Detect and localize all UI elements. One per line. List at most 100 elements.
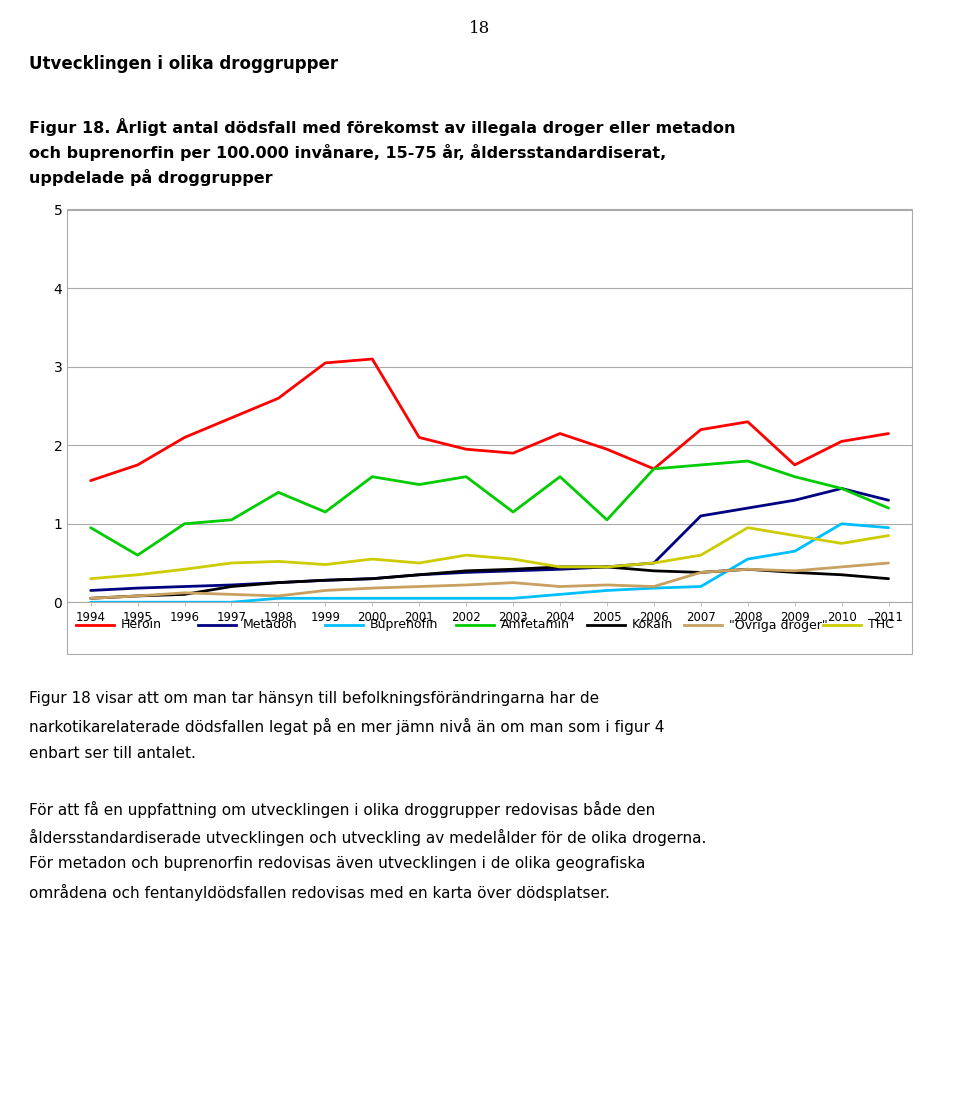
Amfetamin (883, 502, 895, 515)
"Övriga droger" (273, 589, 284, 602)
THC (367, 552, 378, 566)
Line: Amfetamin: Amfetamin (90, 461, 889, 555)
Kokain (273, 576, 284, 589)
Heroin (179, 431, 190, 444)
Amfetamin (367, 470, 378, 483)
Buprenofin (179, 596, 190, 609)
Amfetamin (84, 522, 96, 535)
"Övriga droger" (507, 576, 518, 589)
Text: Heroin: Heroin (120, 619, 161, 631)
Metadon (84, 583, 96, 597)
Metadon (601, 560, 612, 573)
Heroin (507, 446, 518, 460)
Kokain (461, 565, 472, 578)
Metadon (179, 580, 190, 593)
Amfetamin (601, 513, 612, 526)
Kokain (836, 568, 848, 581)
Line: Metadon: Metadon (90, 488, 889, 590)
Text: Buprenofin: Buprenofin (370, 619, 438, 631)
Kokain (554, 560, 565, 573)
Buprenofin (320, 591, 331, 604)
Text: enbart ser till antalet.: enbart ser till antalet. (29, 746, 196, 761)
Buprenofin (84, 596, 96, 609)
Heroin (226, 411, 237, 424)
Kokain (601, 560, 612, 573)
Metadon (883, 494, 895, 507)
THC (461, 548, 472, 561)
Metadon (132, 581, 143, 594)
Buprenofin (695, 580, 707, 593)
"Övriga droger" (789, 565, 801, 578)
Text: Figur 18. Årligt antal dödsfall med förekomst av illegala droger eller metadon: Figur 18. Årligt antal dödsfall med före… (29, 118, 735, 136)
Metadon (742, 502, 754, 515)
"Övriga droger" (320, 583, 331, 597)
THC (226, 556, 237, 570)
THC (84, 572, 96, 586)
Amfetamin (507, 505, 518, 518)
Amfetamin (461, 470, 472, 483)
THC (742, 522, 754, 535)
Buprenofin (273, 591, 284, 604)
Line: THC: THC (90, 528, 889, 579)
Metadon (414, 568, 425, 581)
Heroin (836, 434, 848, 448)
Amfetamin (226, 513, 237, 526)
"Övriga droger" (414, 580, 425, 593)
Metadon (695, 509, 707, 523)
Metadon (648, 556, 660, 570)
Buprenofin (836, 517, 848, 530)
Text: Kokain: Kokain (632, 619, 673, 631)
THC (273, 555, 284, 568)
THC (883, 529, 895, 543)
Metadon (320, 573, 331, 587)
Amfetamin (320, 505, 331, 518)
Kokain (84, 591, 96, 604)
Buprenofin (507, 591, 518, 604)
Metadon (367, 572, 378, 586)
"Övriga droger" (695, 566, 707, 579)
Heroin (789, 459, 801, 472)
Heroin (273, 391, 284, 404)
"Övriga droger" (179, 586, 190, 599)
"Övriga droger" (648, 580, 660, 593)
Heroin (695, 423, 707, 436)
Amfetamin (414, 477, 425, 491)
Line: Buprenofin: Buprenofin (90, 524, 889, 602)
Amfetamin (273, 486, 284, 499)
THC (179, 562, 190, 576)
THC (414, 556, 425, 570)
Text: THC: THC (868, 619, 894, 631)
Amfetamin (648, 462, 660, 475)
Buprenofin (601, 583, 612, 597)
"Övriga droger" (554, 580, 565, 593)
Heroin (320, 356, 331, 369)
Buprenofin (883, 522, 895, 535)
Kokain (695, 566, 707, 579)
THC (554, 560, 565, 573)
Buprenofin (789, 545, 801, 558)
"Övriga droger" (132, 589, 143, 602)
THC (789, 529, 801, 543)
Text: åldersstandardiserade utvecklingen och utveckling av medelålder för de olika dro: åldersstandardiserade utvecklingen och u… (29, 829, 707, 845)
"Övriga droger" (461, 578, 472, 591)
Text: uppdelade på droggrupper: uppdelade på droggrupper (29, 169, 273, 186)
Heroin (742, 415, 754, 429)
Line: "Övriga droger": "Övriga droger" (90, 562, 889, 598)
THC (836, 537, 848, 550)
Amfetamin (695, 459, 707, 472)
Text: Figur 18 visar att om man tar hänsyn till befolkningsförändringarna har de: Figur 18 visar att om man tar hänsyn til… (29, 691, 599, 706)
Text: För att få en uppfattning om utvecklingen i olika droggrupper redovisas både den: För att få en uppfattning om utvecklinge… (29, 801, 655, 818)
THC (601, 560, 612, 573)
Amfetamin (179, 517, 190, 530)
Buprenofin (132, 596, 143, 609)
Heroin (601, 443, 612, 456)
Amfetamin (742, 454, 754, 467)
"Övriga droger" (742, 562, 754, 576)
Buprenofin (461, 591, 472, 604)
Text: narkotikarelaterade dödsfallen legat på en mer jämn nivå än om man som i figur 4: narkotikarelaterade dödsfallen legat på … (29, 718, 664, 735)
THC (648, 556, 660, 570)
Text: För metadon och buprenorfin redovisas även utvecklingen i de olika geografiska: För metadon och buprenorfin redovisas äv… (29, 856, 645, 872)
Text: Metadon: Metadon (243, 619, 298, 631)
Line: Heroin: Heroin (90, 359, 889, 481)
THC (695, 548, 707, 561)
